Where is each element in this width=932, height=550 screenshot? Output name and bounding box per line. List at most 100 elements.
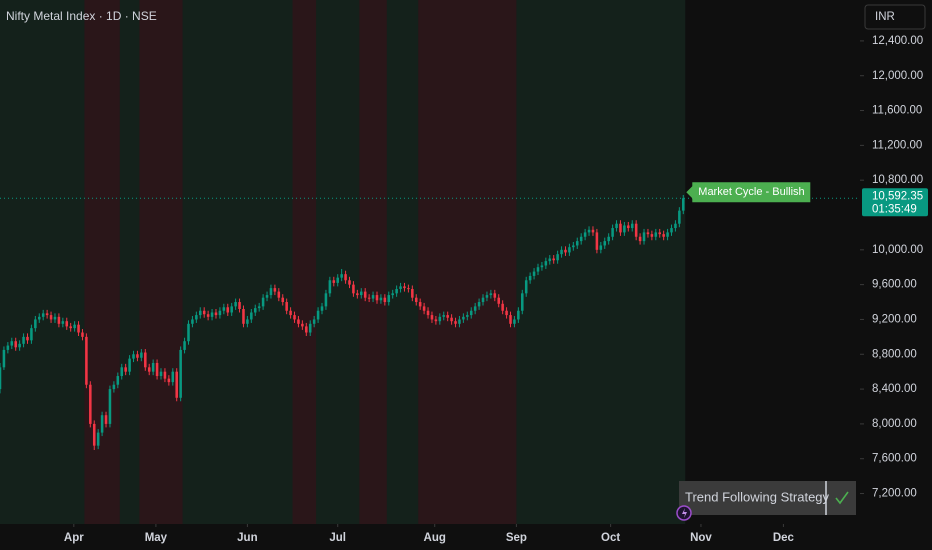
candle-body [623,225,626,233]
candle-body [100,415,104,433]
candle-body [336,277,339,283]
candle-body [438,316,442,322]
candle-body [124,367,127,372]
y-tick-label: 8,400.00 [872,383,917,395]
candle-body [595,232,599,250]
candle-body [497,297,500,304]
check-icon [835,491,849,505]
candle-body [61,321,65,324]
strategy-label[interactable]: Trend Following Strategy [685,489,830,504]
candle-body [230,306,233,313]
candle-body [670,228,673,233]
candle-body [191,319,194,324]
candle-body [489,293,493,296]
candle-body [202,310,206,315]
candle-body [77,324,80,333]
candle-body [136,354,139,358]
candle-body [116,376,120,385]
candle-body [222,307,226,311]
candle-body [383,297,387,303]
candle-body [305,326,308,333]
candle-body [646,232,650,235]
candle-body [375,295,379,301]
candle-body [85,336,88,385]
candle-body [198,310,202,316]
candle-body [265,295,269,298]
y-tick-label: 7,600.00 [872,453,917,465]
candle-body [26,336,29,341]
candle-body [277,291,281,298]
candle-body [214,312,218,316]
candle-body [603,241,607,246]
candle-body [407,288,410,290]
candle-body [579,236,583,242]
bearish-band [359,0,387,524]
candle-body [446,315,449,318]
candle-body [14,341,17,348]
candle-body [430,315,434,320]
candle-body [120,367,124,377]
candle-body [104,415,108,424]
bands [0,0,686,524]
x-tick-label: Jun [237,532,257,544]
candle-body [481,297,485,303]
y-tick-label: 10,800.00 [872,174,923,186]
x-tick-label: Jul [329,532,346,544]
candle-body [379,297,383,301]
candle-body [257,306,261,309]
candle-body [528,275,532,281]
candle-body [348,280,351,285]
bearish-band [84,0,120,524]
candle-body [509,315,512,324]
candle-body [269,288,273,296]
candle-body [454,321,457,324]
candle-body [552,258,555,261]
last-price-label: 10,592.35 [872,190,923,202]
x-tick-label: Oct [601,532,620,544]
candle-body [403,286,406,289]
candle-body [89,384,92,424]
candle-body [627,225,630,229]
candle-body [442,315,446,317]
signal-label: Market Cycle - Bullish [698,186,804,198]
currency-label[interactable]: INR [875,11,895,23]
candle-body [399,286,402,289]
candle-body [395,288,398,294]
candle-body [128,358,131,372]
candle-body [22,336,25,344]
candle-body [132,354,135,359]
candle-body [611,228,614,237]
candle-body [477,302,481,307]
candle-body [37,316,41,320]
candle-body [218,310,222,316]
x-tick-label: Nov [690,532,712,544]
candle-body [285,302,288,311]
candle-body [57,316,61,324]
candle-body [183,341,186,350]
candle-body [658,232,662,235]
candle-body [662,234,665,237]
candle-body [41,313,45,317]
candle-body [108,389,112,424]
candle-body [575,241,579,246]
y-tick-label: 12,000.00 [872,70,923,82]
candle-body [30,328,33,341]
candle-body [387,295,391,303]
candle-body [469,310,473,316]
candle-body [540,265,544,268]
candle-body [253,308,257,313]
x-tick-label: Apr [64,532,84,544]
candle-body [155,362,159,377]
candle-body [187,323,190,342]
candle-body [615,223,618,229]
candle-body [513,319,516,324]
signal-box [686,182,811,203]
candle-body [564,249,567,253]
candle-body [367,297,371,299]
y-tick-label: 12,400.00 [872,35,923,47]
currency-button[interactable] [864,4,926,30]
candle-body [418,302,422,307]
candle-body [583,232,587,237]
